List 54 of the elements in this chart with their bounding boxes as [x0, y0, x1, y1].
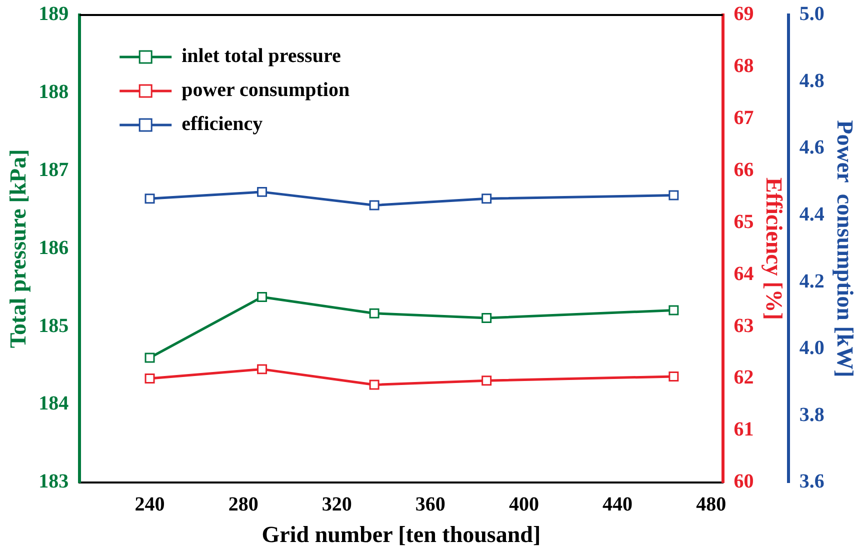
y-tick-label: 189 [38, 3, 69, 26]
y3-axis-title: Power consumption [kW] [832, 120, 858, 378]
x-tick-label: 400 [508, 494, 539, 516]
y-tick-label: 187 [38, 158, 69, 181]
x-tick-label: 360 [415, 494, 446, 516]
y-axis-title: Total pressure [kPa] [6, 149, 31, 348]
y-tick-label: 184 [38, 392, 69, 415]
y2-tick-label: 65 [734, 210, 754, 233]
y2-tick-label: 69 [734, 3, 754, 26]
point [257, 186, 268, 197]
y3-tick-label: 4.8 [799, 70, 824, 92]
y2-tick-label: 61 [734, 418, 754, 441]
point [668, 190, 679, 200]
legend-label: efficiency [182, 113, 263, 136]
y3-tick-label: 4.6 [799, 136, 824, 159]
y2-tick-label: 68 [734, 55, 754, 78]
point [257, 364, 268, 374]
y2-tick-label: 66 [734, 158, 754, 181]
point [144, 352, 155, 363]
y3-tick-label: 4.4 [799, 203, 824, 226]
y-tick-label: 186 [38, 236, 69, 259]
y2-tick-label: 63 [734, 314, 754, 337]
point [369, 380, 380, 390]
y3-tick-label: 5.0 [799, 3, 824, 26]
x-tick-label: 320 [322, 494, 352, 516]
x-tick-label: 480 [696, 494, 726, 516]
legend-label: power consumption [182, 79, 350, 102]
x-tick-label: 280 [228, 494, 258, 516]
point [369, 308, 380, 318]
x-tick-label: 240 [134, 494, 165, 516]
y2-tick-label: 62 [734, 366, 754, 389]
point [668, 305, 679, 316]
y2-tick-label: 67 [734, 107, 754, 130]
y2-tick-label: 60 [734, 470, 754, 493]
legend-label: inlet total pressure [182, 45, 341, 68]
point [482, 313, 492, 324]
x-tick-label: 440 [602, 494, 633, 516]
point [482, 194, 492, 204]
y-tick-label: 183 [38, 470, 69, 493]
point [144, 194, 155, 204]
point [369, 200, 380, 210]
point [257, 292, 268, 302]
point [668, 371, 679, 382]
y2-tick-label: 64 [734, 262, 754, 285]
y-tick-label: 185 [38, 314, 69, 337]
y3-tick-label: 3.6 [799, 470, 824, 493]
y3-tick-label: 4.0 [799, 337, 824, 360]
point [482, 376, 492, 386]
y3-tick-label: 4.2 [799, 270, 824, 292]
x-axis-title: Grid number [ten thousand] [262, 522, 541, 548]
y-tick-label: 188 [38, 81, 69, 104]
y2-axis-title: Efficiency [%] [762, 177, 787, 320]
y3-tick-label: 3.8 [799, 404, 824, 426]
point [144, 374, 155, 384]
